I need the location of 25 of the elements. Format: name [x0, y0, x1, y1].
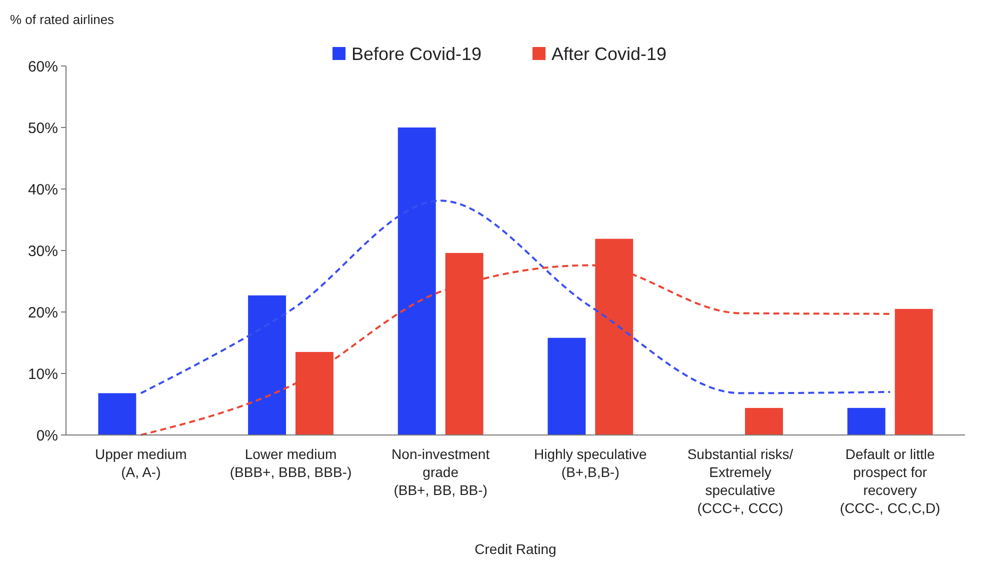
bar — [894, 308, 933, 435]
y-tick-label: 30% — [28, 242, 58, 260]
y-axis-title: % of rated airlines — [10, 12, 115, 27]
y-tick-label: 0% — [36, 427, 58, 444]
x-tick-label: Default or little prospect for recovery (CCC-, CC,C,D) — [840, 446, 940, 516]
bar — [548, 338, 586, 435]
x-axis-title: Credit Rating — [474, 541, 556, 557]
x-tick-label: Lower medium (BBB+, BBB, BBB-) — [230, 446, 352, 480]
bar — [98, 393, 136, 435]
x-tick-label: Substantial risks/ Extremely speculative (CCC+, CCC) — [687, 446, 794, 516]
bar — [398, 128, 436, 435]
y-tick-label: 60% — [28, 58, 58, 76]
legend-label: Before Covid-19 — [352, 44, 482, 64]
y-tick-label: 50% — [28, 120, 58, 137]
y-tick-label: 40% — [28, 181, 58, 198]
y-tick-label: 10% — [28, 366, 58, 383]
legend-label: After Covid-19 — [552, 44, 667, 64]
x-tick-label: Upper medium (A, A-) — [95, 446, 187, 480]
bar — [248, 295, 286, 435]
x-tick-label: Non-investment grade (BB+, BB, BB-) — [392, 446, 490, 498]
line-series — [140, 200, 892, 394]
bar — [847, 408, 886, 435]
y-tick-label: 20% — [28, 304, 58, 322]
bar — [744, 408, 783, 435]
x-tick-label: Highly speculative (B+,B,B-) — [534, 446, 648, 480]
